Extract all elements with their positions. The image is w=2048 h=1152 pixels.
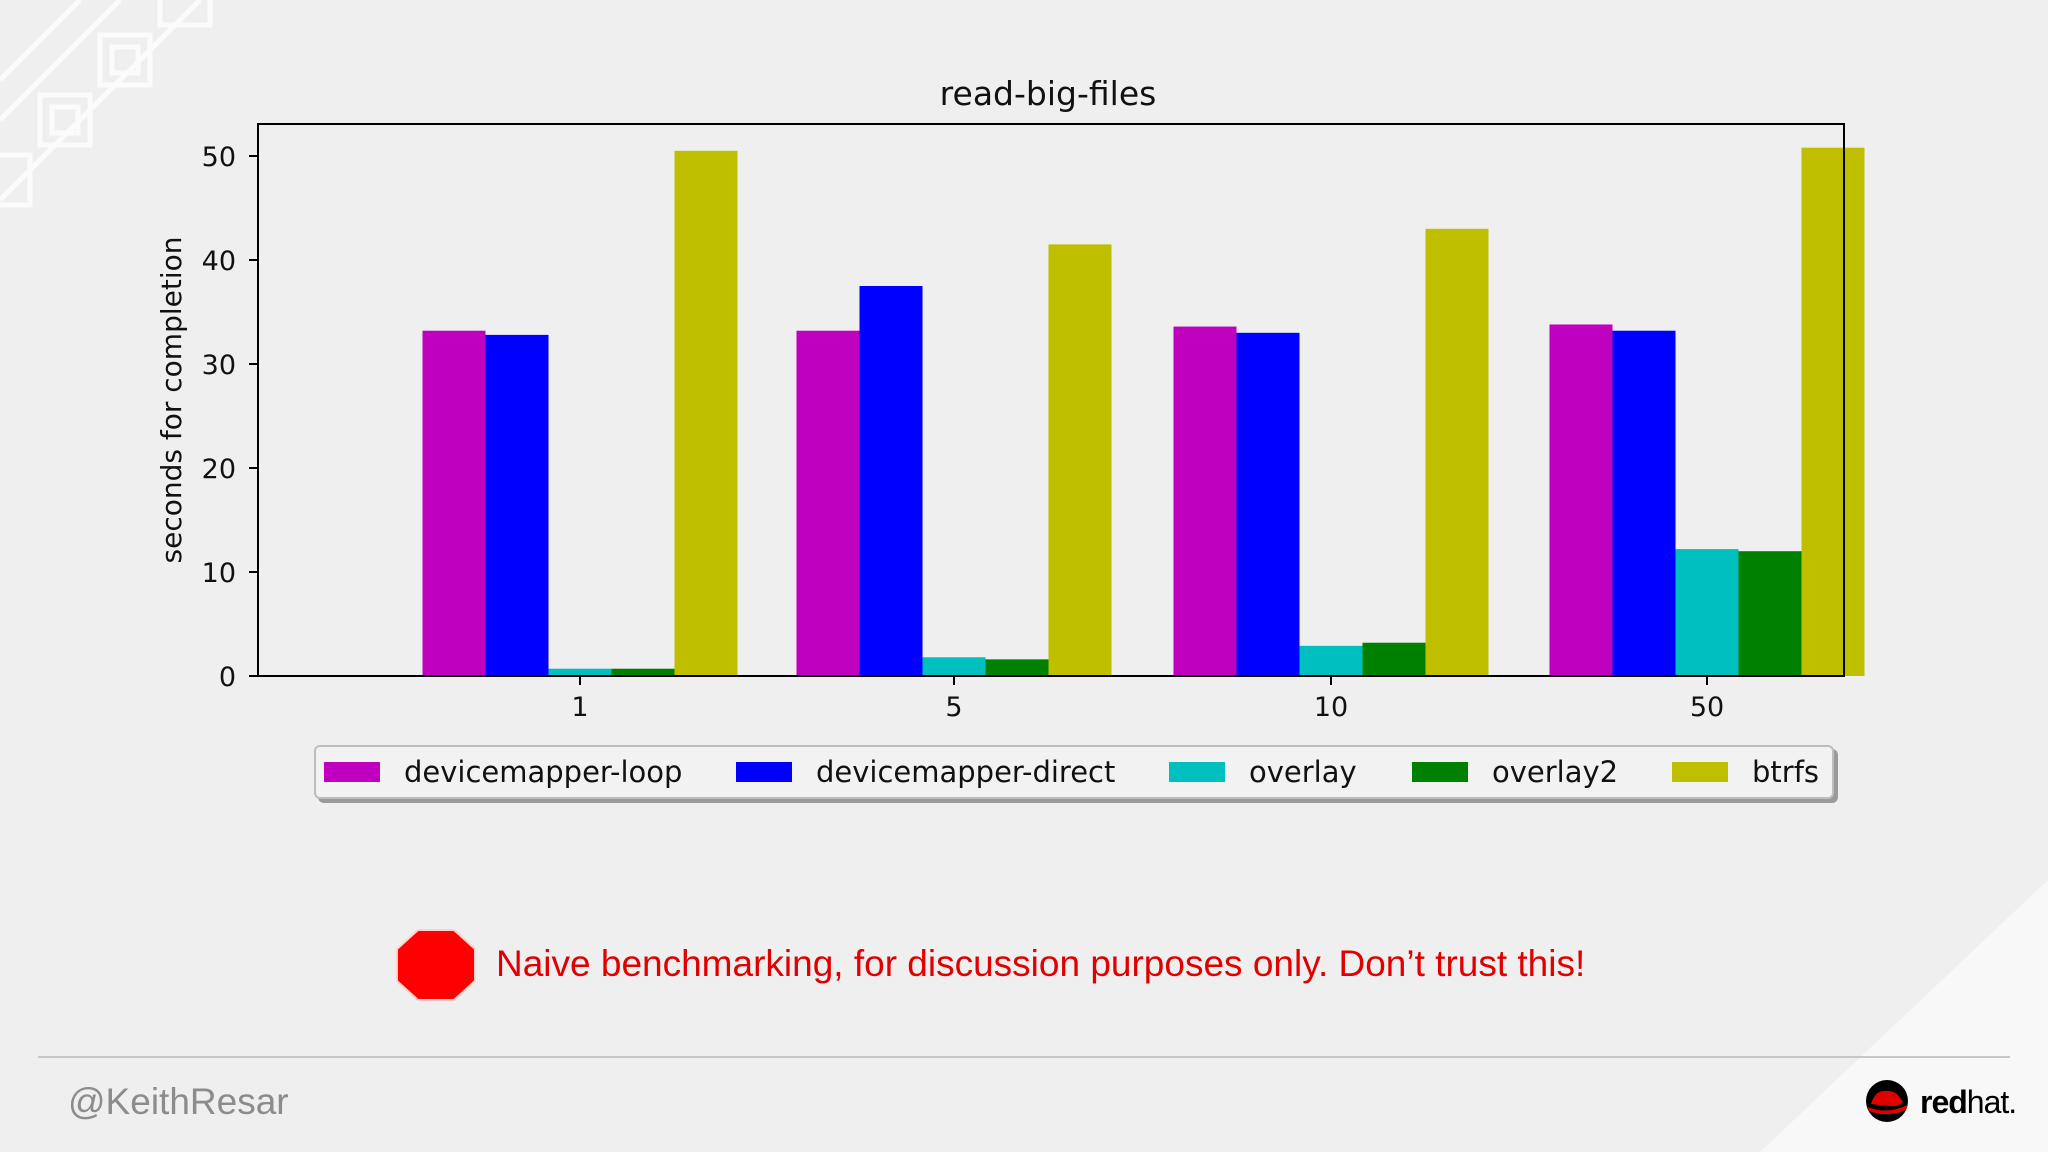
bar-overlay2-5	[985, 659, 1049, 676]
y-tick-label: 40	[202, 246, 236, 277]
bar-devicemapper-loop-10	[1173, 326, 1237, 676]
y-tick-label: 10	[202, 558, 236, 589]
twitter-handle: @KeithResar	[68, 1081, 289, 1122]
footer-divider	[38, 1056, 2010, 1058]
stop-sign-icon	[396, 929, 476, 1001]
x-tick-label: 50	[1690, 692, 1724, 723]
y-axis-label: seconds for completion	[155, 237, 188, 564]
chart-title: read-big-files	[940, 74, 1157, 113]
bar-overlay-10	[1299, 645, 1363, 676]
x-ticks: 1 5 10 50	[571, 676, 1724, 723]
legend-swatch	[1412, 762, 1468, 782]
bar-overlay2-1	[611, 668, 675, 676]
warning-text: Naive benchmarking, for discussion purpo…	[496, 943, 1586, 984]
bar-btrfs-5	[1048, 244, 1112, 676]
x-tick-label: 1	[571, 692, 588, 723]
x-tick-label: 5	[945, 692, 962, 723]
bar-devicemapper-loop-50	[1549, 324, 1613, 676]
bar-overlay2-50	[1738, 551, 1802, 676]
legend-item-btrfs: btrfs	[1672, 747, 1819, 797]
bar-devicemapper-direct-1	[485, 334, 549, 676]
x-tick-label: 10	[1314, 692, 1348, 723]
y-tick-label: 50	[202, 142, 236, 173]
legend-swatch	[1169, 762, 1225, 782]
y-tick-label: 0	[219, 662, 236, 693]
legend-label: overlay2	[1492, 755, 1619, 789]
legend-item-overlay2: overlay2	[1412, 747, 1618, 797]
plot-frame	[257, 123, 1845, 677]
bar-overlay-5	[922, 657, 986, 676]
bar-overlay-1	[548, 668, 612, 676]
bar-devicemapper-direct-50	[1612, 330, 1676, 676]
bar-devicemapper-loop-1	[422, 330, 486, 676]
bar-devicemapper-loop-5	[796, 330, 860, 676]
legend-item-devicemapper-direct: devicemapper-direct	[736, 747, 1115, 797]
legend-label: devicemapper-direct	[816, 755, 1116, 789]
bar-chart: read-big-files seconds for completion 0 1…	[155, 74, 1865, 723]
legend-label: overlay	[1249, 755, 1357, 789]
bar-btrfs-10	[1425, 228, 1489, 677]
redhat-wordmark: redhat.	[1920, 1084, 2017, 1121]
legend-item-devicemapper-loop: devicemapper-loop	[324, 747, 682, 797]
redhat-logo-icon	[1866, 1080, 1908, 1122]
y-ticks: 0 10 20 30 40 50	[202, 142, 258, 693]
bars-group	[422, 147, 1865, 677]
legend-label: devicemapper-loop	[404, 755, 683, 789]
brand-bold: red	[1920, 1084, 1968, 1120]
legend-swatch	[1672, 762, 1728, 782]
legend-label: btrfs	[1752, 755, 1820, 789]
bar-devicemapper-direct-5	[859, 286, 923, 676]
bar-btrfs-1	[674, 150, 738, 677]
chart-legend: devicemapper-loop devicemapper-direct over…	[314, 745, 1834, 799]
bar-overlay-50	[1675, 549, 1739, 676]
legend-swatch	[324, 762, 380, 782]
legend-item-overlay: overlay	[1169, 747, 1357, 797]
legend-swatch	[736, 762, 792, 782]
brand-light: hat.	[1966, 1084, 2017, 1120]
bar-btrfs-50	[1801, 147, 1865, 676]
y-tick-label: 20	[202, 454, 236, 485]
bar-devicemapper-direct-10	[1236, 332, 1300, 676]
y-tick-label: 30	[202, 350, 236, 381]
bar-overlay2-10	[1362, 642, 1426, 676]
